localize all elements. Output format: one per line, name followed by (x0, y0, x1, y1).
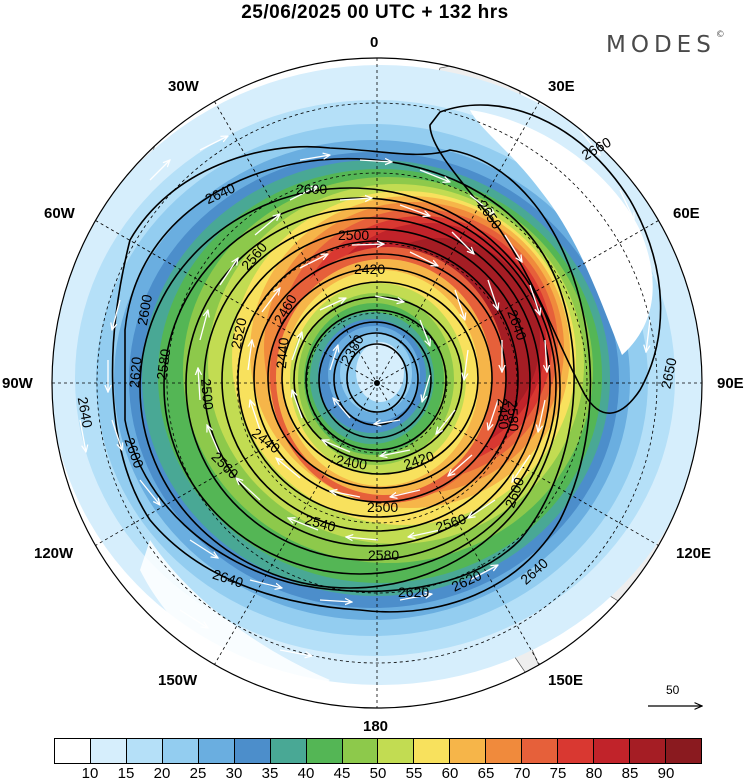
colorbar-cell (342, 739, 379, 763)
contour-label: 2480 (495, 398, 512, 430)
colorbar-cell (558, 739, 595, 763)
colorbar-tick-label: 55 (405, 765, 423, 782)
contour-2660 (429, 104, 662, 414)
contour-label: 2580 (368, 547, 399, 563)
colorbar-labels: 10 15 20 25 30 35 40 45 50 55 60 65 70 75 80 85 90 (0, 765, 750, 782)
colorbar-tick-label: 50 (369, 765, 387, 782)
contour-label: 2420 (354, 261, 385, 277)
contour-label: 2500 (198, 378, 217, 411)
contour-label: 2440 (273, 337, 292, 370)
colorbar-cell (630, 739, 666, 763)
colorbar-cell (378, 739, 415, 763)
wind-reference-label: 50 (666, 683, 680, 697)
colorbar-cell (306, 739, 343, 763)
colorbar-cell (198, 739, 235, 763)
lon-label-120e: 120E (676, 545, 712, 562)
colorbar-tick-label: 85 (621, 765, 639, 782)
colorbar-cell (162, 739, 199, 763)
brand-mark: © (715, 30, 725, 40)
contour-label: 2500 (367, 499, 398, 515)
contour-label: 2620 (126, 356, 145, 389)
colorbar-cell (90, 739, 127, 763)
contour-label: 2600 (296, 181, 327, 197)
contour-label: 2500 (338, 227, 369, 243)
lon-label-0: 0 (370, 34, 379, 51)
colorbar (54, 738, 702, 764)
colorbar-cell (522, 739, 559, 763)
contour-label: 2540 (303, 511, 337, 535)
weak-wind-south (140, 540, 330, 700)
lon-label-150w: 150W (158, 672, 198, 689)
colorbar-tick-label: 20 (153, 765, 171, 782)
colorbar-tick-label: 70 (513, 765, 531, 782)
colorbar-tick-label: 65 (477, 765, 495, 782)
contour-label: 2400 (335, 452, 369, 473)
colorbar-tick-label: 80 (585, 765, 603, 782)
colorbar-tick-label: 25 (189, 765, 207, 782)
colorbar-cell (486, 739, 523, 763)
colorbar-tick-label: 75 (549, 765, 567, 782)
lon-label-30e: 30E (548, 78, 575, 95)
lon-label-120w: 120W (34, 545, 74, 562)
colorbar-tick-label: 90 (657, 765, 675, 782)
colorbar-cell (270, 739, 307, 763)
colorbar-tick-label: 35 (261, 765, 279, 782)
lon-label-30w: 30W (168, 78, 199, 95)
weak-wind-east (470, 110, 653, 355)
lon-label-90w: 90W (2, 375, 33, 392)
colorbar-tick-label: 60 (441, 765, 459, 782)
height-contours (111, 104, 662, 613)
colorbar-cell (55, 739, 91, 763)
colorbar-tick-label: 10 (81, 765, 99, 782)
colorbar-cell (450, 739, 487, 763)
colorbar-cell (414, 739, 451, 763)
pole-marker (374, 380, 380, 386)
contour-label: 2640 (75, 396, 96, 430)
map-boundary (51, 57, 703, 709)
contour-label: 2600 (134, 293, 155, 327)
colorbar-tick-label: 15 (117, 765, 135, 782)
colorbar-cell (234, 739, 271, 763)
brand-logo: MODES© (606, 30, 725, 58)
lon-label-150e: 150E (548, 672, 584, 689)
contour-label: 2520 (228, 316, 250, 350)
colorbar-cell (665, 739, 701, 763)
colorbar-cell (594, 739, 630, 763)
colorbar-tick-label: 40 (297, 765, 315, 782)
contour-label: 2580 (153, 348, 173, 381)
map-title: 25/06/2025 00 UTC + 132 hrs (241, 2, 509, 23)
contour-label: 2620 (398, 584, 429, 600)
lon-label-180: 180 (363, 718, 389, 735)
colorbar-tick-label: 30 (225, 765, 243, 782)
wind-vectors (79, 69, 650, 656)
contour-2620 (124, 158, 575, 593)
contour-label: 2580 (505, 400, 522, 432)
contour-2640-outer (111, 145, 592, 613)
lon-label-60e: 60E (673, 205, 700, 222)
contour-label: 2650 (658, 356, 680, 390)
lon-label-60w: 60W (44, 205, 75, 222)
lon-label-90e: 90E (717, 375, 744, 392)
map-disk (52, 58, 702, 708)
colorbar-tick-label: 45 (333, 765, 351, 782)
colorbar-cell (126, 739, 163, 763)
brand-text: MODES (606, 32, 716, 58)
